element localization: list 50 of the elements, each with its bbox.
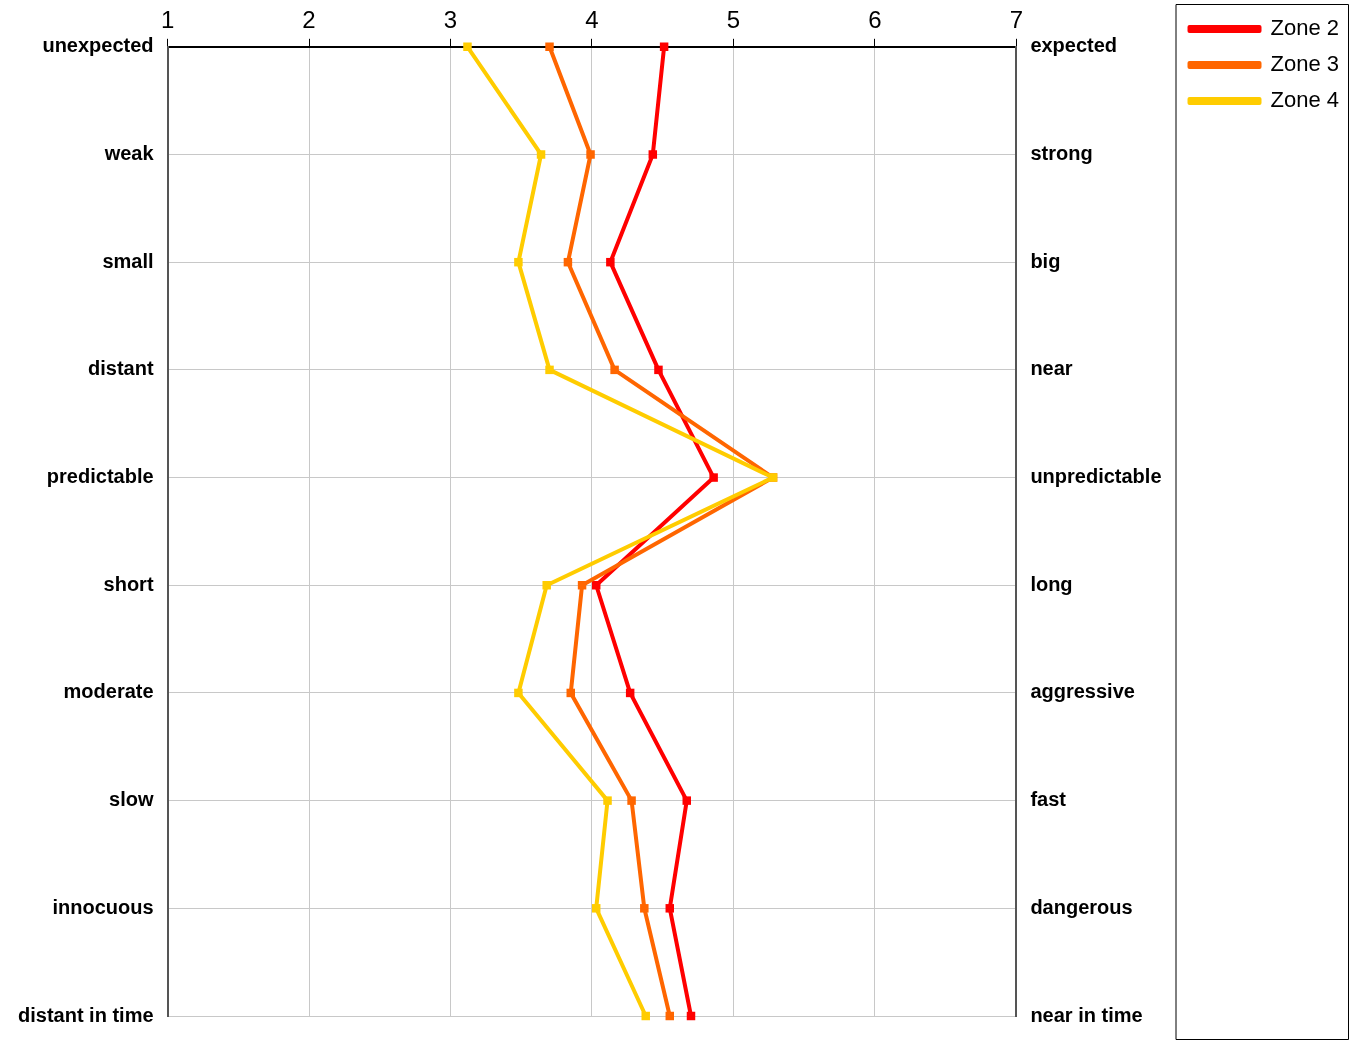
x-tick-label: 4 <box>585 6 599 34</box>
y-tick-label: moderate <box>63 680 154 703</box>
y-tick-label: slow <box>109 788 155 811</box>
point <box>648 150 658 159</box>
point <box>536 150 546 159</box>
y2-tick-label: strong <box>1030 142 1093 164</box>
point <box>545 365 554 375</box>
point <box>603 796 612 805</box>
point <box>514 688 523 698</box>
point <box>463 42 472 52</box>
y2-tick-label: unpredictable <box>1030 465 1162 488</box>
point <box>709 473 718 482</box>
y2-tick-label: near <box>1030 357 1073 380</box>
legend-label: Zone 3 <box>1270 51 1340 77</box>
point <box>640 904 649 913</box>
y2-tick-label: expected <box>1030 34 1118 57</box>
x-tick-label: 7 <box>1009 6 1024 34</box>
point <box>641 1011 650 1021</box>
point <box>545 42 554 52</box>
y2-tick-label: long <box>1030 572 1073 595</box>
y2-tick-label: near in time <box>1030 1003 1143 1026</box>
y2-tick-label: dangerous <box>1030 895 1133 918</box>
x-tick-label: 1 <box>160 6 175 34</box>
x-tick-label: 5 <box>726 6 741 34</box>
point <box>654 365 663 375</box>
y-tick-label: predictable <box>46 465 154 488</box>
point <box>542 581 551 590</box>
y-tick-label: small <box>102 249 154 272</box>
legend-label: Zone 2 <box>1270 15 1340 41</box>
point <box>514 257 523 267</box>
x-tick-label: 2 <box>302 6 316 34</box>
point <box>682 796 691 805</box>
y-tick-label: short <box>103 572 154 595</box>
point <box>586 150 595 159</box>
point <box>606 257 615 267</box>
y-tick-label: distant in time <box>17 1003 154 1026</box>
point <box>591 904 601 913</box>
y-tick-label: innocuous <box>52 895 154 918</box>
y-tick-label: weak <box>103 142 155 164</box>
y-tick-label: distant <box>88 357 154 380</box>
x-tick-label: 6 <box>868 6 882 34</box>
point <box>627 796 636 805</box>
y2-tick-label: aggressive <box>1030 680 1135 703</box>
y2-tick-label: big <box>1030 249 1061 272</box>
y-tick-label: unexpected <box>42 34 154 57</box>
y2-tick-label: fast <box>1030 788 1067 811</box>
x-tick-label: 3 <box>443 6 458 34</box>
point <box>610 365 619 375</box>
legend-label: Zone 4 <box>1270 87 1340 113</box>
point <box>665 904 675 913</box>
